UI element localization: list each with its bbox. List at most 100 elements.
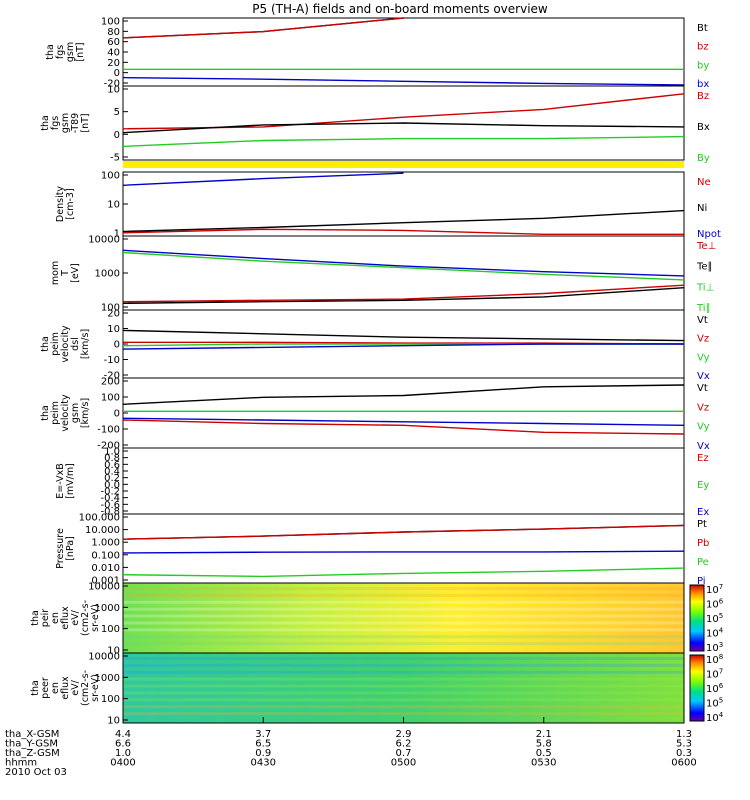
series-density-ne: [122, 228, 684, 235]
x-axis-labels: tha_X-GSM 4.4 3.7 2.9 2.1 1.3 tha_Y-GSM 6.6 6.5 6…: [5, 717, 697, 778]
colorbar-tick-exponent: 5: [719, 612, 723, 620]
y-tick-label: -10: [104, 355, 120, 366]
colorbar-tick-exponent: 6: [719, 598, 724, 606]
spectrogram-band: [123, 670, 684, 674]
legend-npot: Npot: [697, 229, 721, 240]
x-tick-value: 1.0: [115, 748, 131, 759]
y-axis-label: T: [60, 270, 71, 277]
y-axis-label: eV/: [70, 679, 81, 695]
y-axis-label: [eV]: [70, 263, 81, 283]
y-tick-label: 10000: [88, 652, 120, 663]
y-axis-label: E=-VxB: [55, 463, 66, 498]
y-tick-label: -20: [104, 371, 120, 382]
legend-pt: Pt: [697, 519, 707, 530]
y-tick-label: 0: [114, 68, 120, 79]
colorbar-tick-base: 10: [706, 699, 719, 710]
colorbar-tick-base: 10: [706, 655, 719, 666]
series-fgs-dgm-by: [122, 135, 685, 148]
y-tick-label: 10: [107, 324, 120, 335]
y-tick-label: -20: [104, 79, 120, 90]
y-axis-label: tha: [40, 115, 51, 131]
x-tick-value: 4.4: [115, 729, 131, 740]
x-tick-value: 0600: [671, 758, 696, 769]
legend-by: by: [697, 60, 709, 71]
x-tick-value: 0.3: [676, 748, 692, 759]
y-axis-label: peim: [50, 332, 61, 356]
y-axis-label: tha: [30, 680, 41, 696]
y-axis-label: Density: [55, 186, 66, 222]
colorbar-peir-en-eflux: [689, 584, 705, 652]
y-tick-label: 0: [114, 340, 120, 351]
x-tick-value: 5.3: [676, 739, 692, 750]
spectrogram-peir-en-eflux: [123, 583, 684, 653]
y-tick-label: 1: [114, 229, 120, 240]
legend-ni: Ni: [697, 203, 707, 214]
spectrogram-band: [123, 628, 684, 632]
colorbar-tick-base: 10: [706, 614, 719, 625]
y-axis-label: mom: [50, 261, 61, 285]
y-tick-label: 80: [107, 27, 120, 38]
spectrogram-band: [123, 663, 684, 667]
x-row-label: hhmm: [5, 758, 37, 769]
y-axis-label: gsm: [65, 42, 76, 62]
spectrogram-band: [123, 705, 684, 709]
series-temperature-ti∥: [122, 249, 685, 277]
colorbar-tick-exponent: 5: [719, 697, 723, 705]
colorbar-tick-label: 105: [706, 612, 723, 625]
colorbar-tick-label: 104: [706, 627, 724, 640]
colorbar-tick-base: 10: [706, 713, 719, 724]
legend-pi: Pi: [697, 576, 706, 587]
y-axis-label: [nT]: [75, 42, 86, 61]
y-tick-label: 1000: [95, 269, 120, 280]
y-tick-label: 0: [114, 130, 120, 141]
y-tick-label: -0.2: [100, 487, 120, 498]
y-tick-label: -100: [97, 425, 120, 436]
y-tick-label: 100: [101, 303, 120, 314]
legend-vy: Vy: [697, 422, 710, 433]
legend-vx: Vx: [697, 371, 710, 382]
spectrogram-band: [123, 677, 684, 681]
colorbar-tick-exponent: 6: [719, 682, 724, 690]
y-axis-label: [nPa]: [65, 536, 76, 561]
panel-frame: [122, 17, 685, 87]
legend-bt: Bt: [697, 23, 708, 34]
colorbar-tick-exponent: 3: [719, 641, 723, 649]
colorbar-tick-label: 103: [706, 641, 723, 654]
y-tick-label: 10000: [88, 235, 120, 246]
colorbar-tick-label: 107: [706, 668, 723, 681]
x-tick-value: 6.2: [396, 739, 412, 750]
y-axis-label: [cm-3]: [65, 188, 76, 219]
yellow-status-band: [123, 161, 684, 168]
y-axis-label: tha: [40, 405, 51, 421]
y-tick-label: 10: [107, 85, 120, 96]
colorbar-tick-exponent: 8: [719, 653, 723, 661]
series-temperature-te⊥: [122, 284, 685, 303]
series-fgs-gsm-bz: [122, 17, 404, 39]
spectrogram-band: [123, 691, 684, 695]
y-tick-label: 100.000: [79, 513, 120, 524]
colorbar-tick-exponent: 4: [719, 627, 724, 635]
plot-title: P5 (TH-A) fields and on-board moments ov…: [252, 2, 548, 16]
spectrogram-band: [123, 712, 684, 716]
colorbar-tick-label: 106: [706, 598, 724, 611]
legend-bz: bz: [697, 42, 709, 53]
series-peim-velocity-gsm-vz: [122, 419, 685, 435]
legend-te⊥: Te⊥: [696, 241, 716, 252]
spectrogram-band: [123, 593, 684, 597]
y-axis-label: velocity: [60, 325, 71, 363]
series-peim-velocity-gsm-vt: [122, 384, 685, 405]
y-axis-label: peir: [40, 609, 51, 628]
colorbar-tick-exponent: 7: [719, 583, 723, 591]
y-tick-label: 0.8: [104, 453, 120, 464]
legend-vz: Vz: [697, 402, 709, 413]
y-axis-label: dsl: [70, 337, 81, 351]
legend-pe: Pe: [697, 557, 709, 568]
x-axis-date: 2010 Oct 03: [5, 767, 67, 778]
x-tick-value: 0.9: [255, 748, 271, 759]
y-tick-label: 20: [107, 309, 120, 320]
legend-ti⊥: Ti⊥: [696, 282, 714, 293]
series-temperature-ti⊥: [122, 251, 685, 281]
panel-temperature: 10000 1000 100 mom T [eV] Te⊥ Te∥ Ti⊥ Ti∥: [50, 235, 716, 315]
y-axis-label: velocity: [60, 394, 71, 432]
